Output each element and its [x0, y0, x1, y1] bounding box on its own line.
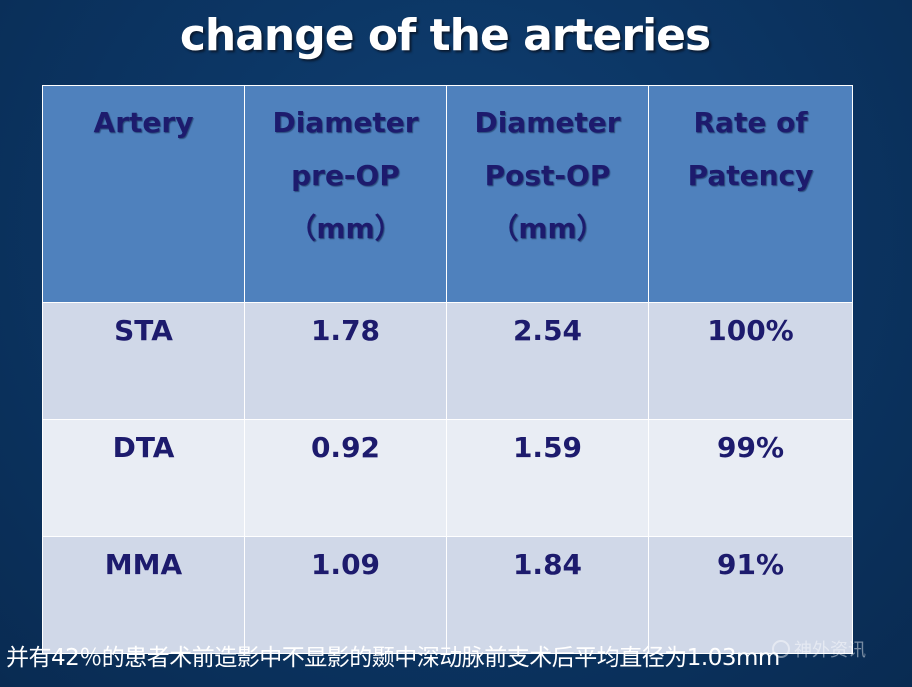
cell-rate-of-patency: 91%	[648, 536, 853, 654]
cell-artery: STA	[42, 302, 245, 420]
cell-rate-of-patency: 100%	[648, 302, 853, 420]
header-line: Rate of	[693, 106, 808, 139]
cell-diameter-post-op: 1.84	[446, 536, 649, 654]
watermark: 神外资讯	[772, 634, 882, 664]
cell-diameter-post-op: 1.59	[446, 419, 649, 537]
watermark-logo-icon	[772, 640, 790, 658]
header-line: Post-OP	[484, 159, 611, 192]
cell-diameter-pre-op: 0.92	[244, 419, 447, 537]
header-line: （mm）	[490, 212, 605, 245]
header-line: Patency	[687, 159, 814, 192]
cell-rate-of-patency: 99%	[648, 419, 853, 537]
table-header-row: Artery Diameter pre-OP （mm） Diameter Pos…	[42, 85, 853, 303]
cell-diameter-pre-op: 1.78	[244, 302, 447, 420]
slide-title: change of the arteries	[179, 10, 711, 61]
cell-artery: MMA	[42, 536, 245, 654]
header-artery: Artery	[42, 85, 245, 303]
table-row: MMA 1.09 1.84 91%	[42, 536, 853, 654]
cell-diameter-pre-op: 1.09	[244, 536, 447, 654]
watermark-text: 神外资讯	[794, 640, 866, 661]
header-diameter-post-op: Diameter Post-OP （mm）	[446, 85, 649, 303]
header-line: Diameter	[474, 106, 621, 139]
header-diameter-pre-op: Diameter pre-OP （mm）	[244, 85, 447, 303]
table-row: STA 1.78 2.54 100%	[42, 302, 853, 420]
table-row: DTA 0.92 1.59 99%	[42, 419, 853, 537]
header-line: pre-OP	[291, 159, 400, 192]
footnote-text: 并有42％的患者术前造影中不显影的颞中深动脉前支术后平均直径为1.03mm	[6, 645, 780, 671]
header-line: （mm）	[288, 212, 403, 245]
header-line: Artery	[93, 106, 194, 139]
arteries-table: Artery Diameter pre-OP （mm） Diameter Pos…	[42, 85, 853, 654]
cell-diameter-post-op: 2.54	[446, 302, 649, 420]
header-line: Diameter	[272, 106, 419, 139]
cell-artery: DTA	[42, 419, 245, 537]
header-rate-of-patency: Rate of Patency	[648, 85, 853, 303]
